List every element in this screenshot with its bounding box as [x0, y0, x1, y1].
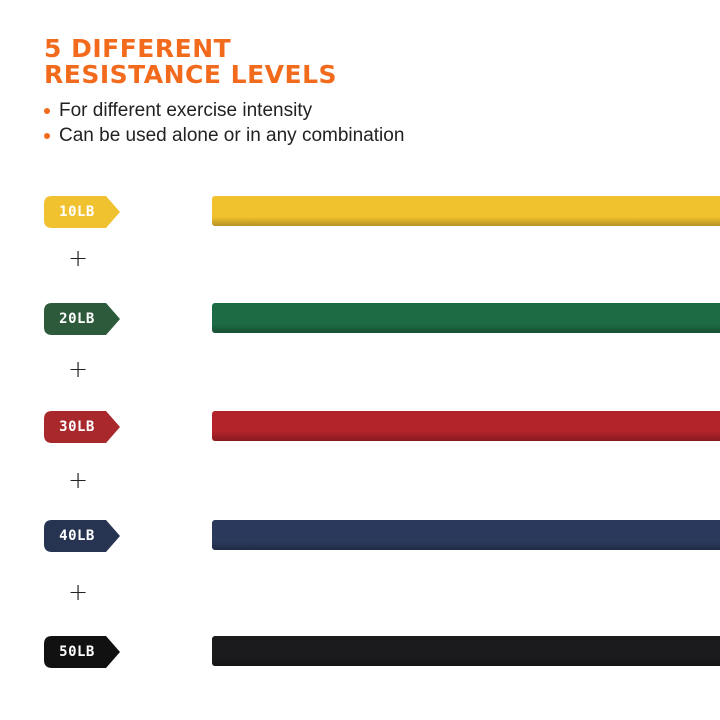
tag-shape-icon	[44, 196, 120, 228]
bullet-dot-icon	[44, 107, 50, 114]
level-label: 30LB	[59, 419, 95, 435]
level-label: 20LB	[59, 311, 95, 327]
tag-shape-icon	[44, 636, 120, 668]
tag-shape-icon	[44, 411, 120, 443]
level-label: 50LB	[59, 644, 95, 660]
bullet-item: Can be used alone or in any combination	[44, 123, 404, 148]
heading-line-2: RESISTANCE LEVELS	[44, 60, 338, 89]
resistance-band	[212, 196, 720, 226]
resistance-band	[212, 411, 720, 441]
level-tag: 40LB	[44, 520, 120, 552]
plus-icon: +	[68, 466, 89, 494]
plus-icon: +	[68, 578, 89, 606]
plus-icon: +	[68, 244, 89, 272]
bullet-dot-icon	[44, 132, 50, 139]
level-label: 40LB	[59, 528, 95, 544]
heading-line-1: 5 DIFFERENT	[44, 34, 232, 63]
level-label: 10LB	[59, 204, 95, 220]
bullet-text: Can be used alone or in any combination	[59, 124, 405, 146]
level-tag: 30LB	[44, 411, 120, 443]
bullet-text: For different exercise intensity	[59, 99, 313, 121]
bullet-item: For different exercise intensity	[44, 98, 404, 123]
level-tag: 20LB	[44, 303, 120, 335]
resistance-band	[212, 636, 720, 666]
level-tag: 50LB	[44, 636, 120, 668]
bullet-list: For different exercise intensity Can be …	[44, 98, 404, 148]
tag-shape-icon	[44, 520, 120, 552]
resistance-band	[212, 303, 720, 333]
plus-icon: +	[68, 355, 89, 383]
resistance-band	[212, 520, 720, 550]
level-tag: 10LB	[44, 196, 120, 228]
tag-shape-icon	[44, 303, 120, 335]
heading: 5 DIFFERENT RESISTANCE LEVELS	[44, 36, 337, 88]
